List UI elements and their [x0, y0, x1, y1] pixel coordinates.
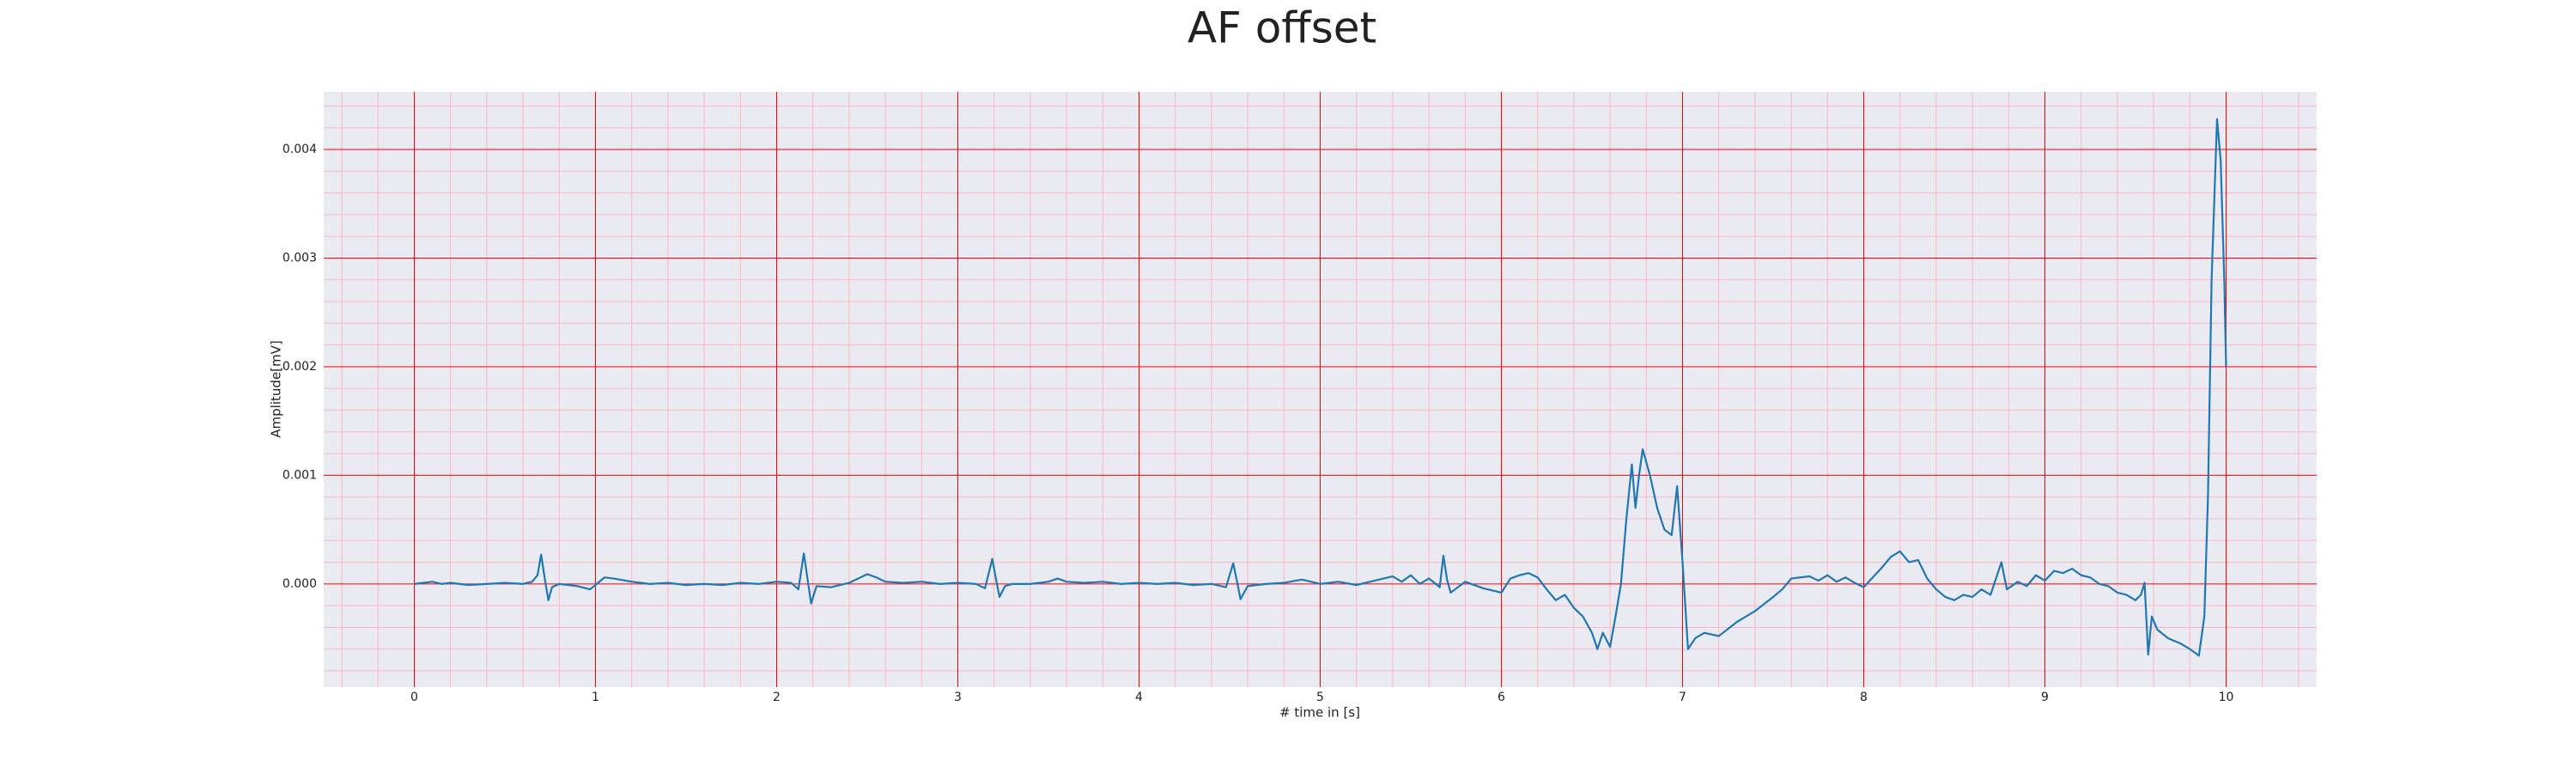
y-tick-label: 0.001 — [283, 468, 317, 482]
x-tick-label: 6 — [1498, 691, 1505, 704]
y-tick-label: 0.004 — [283, 143, 317, 156]
x-tick-label: 2 — [773, 691, 781, 704]
y-tick-label: 0.003 — [283, 251, 317, 265]
x-tick-label: 1 — [592, 691, 599, 704]
x-tick-label: 9 — [2041, 691, 2049, 704]
chart-title: AF offset — [1188, 3, 1376, 53]
x-tick-label: 8 — [1860, 691, 1868, 704]
x-tick-label: 7 — [1679, 691, 1686, 704]
x-tick-label: 10 — [2219, 691, 2234, 704]
x-tick-label: 4 — [1135, 691, 1143, 704]
data-line — [414, 118, 2227, 657]
x-tick-label: 5 — [1316, 691, 1324, 704]
y-tick-label: 0.000 — [283, 577, 317, 591]
x-tick-label: 0 — [410, 691, 418, 704]
y-tick-label: 0.002 — [283, 360, 317, 374]
x-axis-label: # time in [s] — [1279, 705, 1360, 721]
y-axis-label: Amplitude[mV] — [269, 340, 284, 437]
x-tick-label: 3 — [954, 691, 962, 704]
